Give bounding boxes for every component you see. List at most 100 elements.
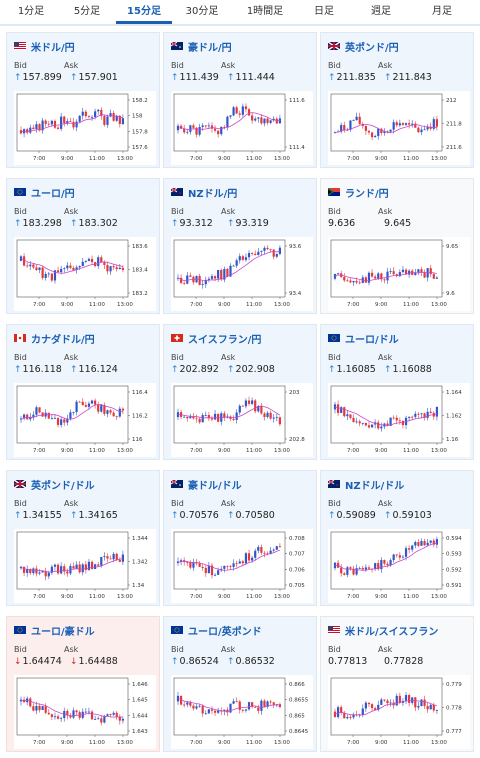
- pair-name[interactable]: カナダドル/円: [31, 334, 95, 346]
- tab-3[interactable]: 30分足: [172, 0, 232, 24]
- currency-card[interactable]: ユーロ/英ポンド Bid Ask ↑ 0.86524 ↑ 0.86532 0.866 0.865…: [163, 616, 317, 752]
- tab-1[interactable]: 5分足: [58, 0, 116, 24]
- currency-card[interactable]: 米ドル/スイスフラン Bid Ask 0.77813 0.77828 0.779 0.778…: [320, 616, 474, 752]
- candle-body: [417, 413, 420, 415]
- price-chart: 0.779 0.778 0.777 7:00 9:00 11:00 13:00: [328, 675, 470, 749]
- currency-card[interactable]: NZドル/円 Bid Ask ↑ 93.312 ↑ 93.319 93.6 93.4 7:00 9:…: [163, 178, 317, 314]
- bid-price: ↑ 0.59089: [328, 510, 378, 521]
- currency-card[interactable]: 英ポンド/円 Bid Ask ↑ 211.835 ↑ 211.843 212 211.8 211.…: [320, 32, 474, 168]
- chart-container[interactable]: 111.6 111.4 7:00 9:00 11:00 13:00: [171, 91, 313, 165]
- card-title[interactable]: ユーロ/ドル: [328, 331, 399, 346]
- card-title[interactable]: 英ポンド/ドル: [14, 477, 95, 492]
- candle-body: [207, 278, 210, 280]
- chart-container[interactable]: 203 202.8 7:00 9:00 11:00 13:00: [171, 383, 313, 457]
- candle-body: [90, 258, 94, 263]
- bid-price: ↑ 157.899: [14, 72, 64, 83]
- pair-name[interactable]: 米ドル/スイスフラン: [345, 626, 439, 638]
- candle-body: [408, 270, 411, 275]
- ask-label: Ask: [64, 645, 79, 654]
- chart-container[interactable]: 116.4 116.2 116 7:00 9:00 11:00 13:00: [14, 383, 156, 457]
- candle-body: [398, 123, 401, 126]
- currency-card[interactable]: 英ポンド/ドル Bid Ask ↑ 1.34155 ↑ 1.34165 1.344 1.342 1…: [6, 470, 160, 606]
- candle-body: [186, 702, 189, 705]
- x-tick-label: 7:00: [347, 740, 360, 746]
- currency-card[interactable]: 米ドル/円 Bid Ask ↑ 157.899 ↑ 157.901 158.2 158 157.8…: [6, 32, 160, 168]
- chart-container[interactable]: 9.65 9.6 7:00 9:00 11:00 13:00: [328, 237, 470, 311]
- ask-price: ↑ 1.34165: [70, 510, 118, 521]
- currency-card[interactable]: NZドル/ドル Bid Ask ↑ 0.59089 ↑ 0.59103 0.594 0.593 0…: [320, 470, 474, 606]
- card-title[interactable]: ユーロ/豪ドル: [14, 623, 95, 638]
- chart-container[interactable]: 158.2 158 157.8 157.6 7:00 9:00 11:00 13:00: [14, 91, 156, 165]
- pair-name[interactable]: ユーロ/英ポンド: [188, 626, 262, 638]
- card-title[interactable]: 英ポンド/円: [328, 39, 399, 54]
- pair-name[interactable]: 英ポンド/円: [345, 42, 399, 54]
- currency-card[interactable]: ユーロ/豪ドル Bid Ask ↓ 1.64474 ↓ 1.64488 1.646 1.645 1…: [6, 616, 160, 752]
- bid-value: 93.312: [179, 218, 213, 229]
- chart-container[interactable]: 1.646 1.645 1.644 1.643 7:00 9:00 11:00 13:00: [14, 675, 156, 749]
- tab-7[interactable]: 月足: [412, 0, 472, 24]
- chart-container[interactable]: 1.164 1.162 1.16 7:00 9:00 11:00 13:00: [328, 383, 470, 457]
- chart-container[interactable]: 0.708 0.707 0.706 0.705 7:00 9:00 11:00 13:00: [171, 529, 313, 603]
- candle-body: [343, 573, 346, 575]
- currency-card[interactable]: スイスフラン/円 Bid Ask ↑ 202.892 ↑ 202.908 203 202.8 7:…: [163, 324, 317, 460]
- candle-body: [263, 118, 266, 124]
- chart-container[interactable]: 183.6 183.4 183.2 7:00 9:00 11:00 13:00: [14, 237, 156, 311]
- candle-body: [257, 405, 260, 412]
- card-title[interactable]: ユーロ/円: [14, 185, 75, 200]
- pair-name[interactable]: 豪ドル/円: [188, 42, 232, 54]
- chart-container[interactable]: 0.866 0.8655 0.865 0.8645 7:00 9:00 11:00 13:00: [171, 675, 313, 749]
- pair-name[interactable]: 英ポンド/ドル: [31, 480, 95, 492]
- chart-container[interactable]: 212 211.8 211.6 7:00 9:00 11:00 13:00: [328, 91, 470, 165]
- candle-body: [90, 116, 94, 118]
- candle-body: [115, 267, 118, 270]
- currency-card[interactable]: ユーロ/円 Bid Ask ↑ 183.298 ↑ 183.302 183.6 183.4 183…: [6, 178, 160, 314]
- tab-2[interactable]: 15分足: [116, 0, 172, 24]
- pair-name[interactable]: ユーロ/ドル: [345, 334, 399, 346]
- pair-name[interactable]: NZドル/ドル: [345, 480, 405, 492]
- candle-body: [201, 705, 204, 714]
- candle-body: [35, 124, 38, 130]
- pair-name[interactable]: スイスフラン/円: [188, 334, 262, 346]
- card-title[interactable]: NZドル/円: [171, 185, 238, 200]
- currency-card[interactable]: ランド/円 Bid Ask 9.636 9.645 9.65 9.6 7:00 9:00 11:0…: [320, 178, 474, 314]
- card-title[interactable]: 米ドル/スイスフラン: [328, 623, 439, 638]
- chart-container[interactable]: 93.6 93.4 7:00 9:00 11:00 13:00: [171, 237, 313, 311]
- candle-body: [398, 555, 401, 558]
- candle-body: [198, 275, 201, 286]
- ask-price: ↑ 0.86532: [227, 656, 275, 667]
- x-tick-label: 7:00: [33, 594, 46, 600]
- tab-6[interactable]: 週足: [350, 0, 412, 24]
- candle-body: [349, 414, 352, 418]
- card-title[interactable]: 豪ドル/ドル: [171, 477, 242, 492]
- tab-0[interactable]: 1分足: [4, 0, 58, 24]
- card-title[interactable]: スイスフラン/円: [171, 331, 262, 346]
- ask-label: Ask: [378, 207, 393, 216]
- candle-body: [275, 546, 278, 550]
- candle-body: [66, 571, 69, 574]
- pair-name[interactable]: ユーロ/円: [31, 188, 75, 200]
- currency-card[interactable]: 豪ドル/ドル Bid Ask ↑ 0.70576 ↑ 0.70580 0.708 0.707 0.…: [163, 470, 317, 606]
- card-title[interactable]: NZドル/ドル: [328, 477, 405, 492]
- card-title[interactable]: 豪ドル/円: [171, 39, 232, 54]
- tab-4[interactable]: 1時間足: [232, 0, 298, 24]
- candle-body: [380, 128, 383, 134]
- candle-body: [343, 276, 346, 281]
- candle-body: [254, 550, 257, 558]
- chart-container[interactable]: 0.779 0.778 0.777 7:00 9:00 11:00 13:00: [328, 675, 470, 749]
- card-title[interactable]: ランド/円: [328, 185, 389, 200]
- pair-name[interactable]: ユーロ/豪ドル: [31, 626, 95, 638]
- chart-container[interactable]: 0.594 0.593 0.592 0.591 7:00 9:00 11:00 13:00: [328, 529, 470, 603]
- candle-body: [395, 274, 398, 277]
- card-title[interactable]: カナダドル/円: [14, 331, 95, 346]
- pair-name[interactable]: NZドル/円: [188, 188, 238, 200]
- pair-name[interactable]: ランド/円: [345, 188, 389, 200]
- currency-card[interactable]: ユーロ/ドル Bid Ask ↑ 1.16085 ↑ 1.16088 1.164 1.162 1.…: [320, 324, 474, 460]
- card-title[interactable]: ユーロ/英ポンド: [171, 623, 262, 638]
- tab-5[interactable]: 日足: [298, 0, 350, 24]
- card-title[interactable]: 米ドル/円: [14, 39, 75, 54]
- chart-container[interactable]: 1.344 1.342 1.34 7:00 9:00 11:00 13:00: [14, 529, 156, 603]
- currency-card[interactable]: 豪ドル/円 Bid Ask ↑ 111.439 ↑ 111.444 111.6 111.4 7:0…: [163, 32, 317, 168]
- pair-name[interactable]: 米ドル/円: [31, 42, 75, 54]
- pair-name[interactable]: 豪ドル/ドル: [188, 480, 242, 492]
- currency-card[interactable]: カナダドル/円 Bid Ask ↑ 116.118 ↑ 116.124 116.4 116.2 1…: [6, 324, 160, 460]
